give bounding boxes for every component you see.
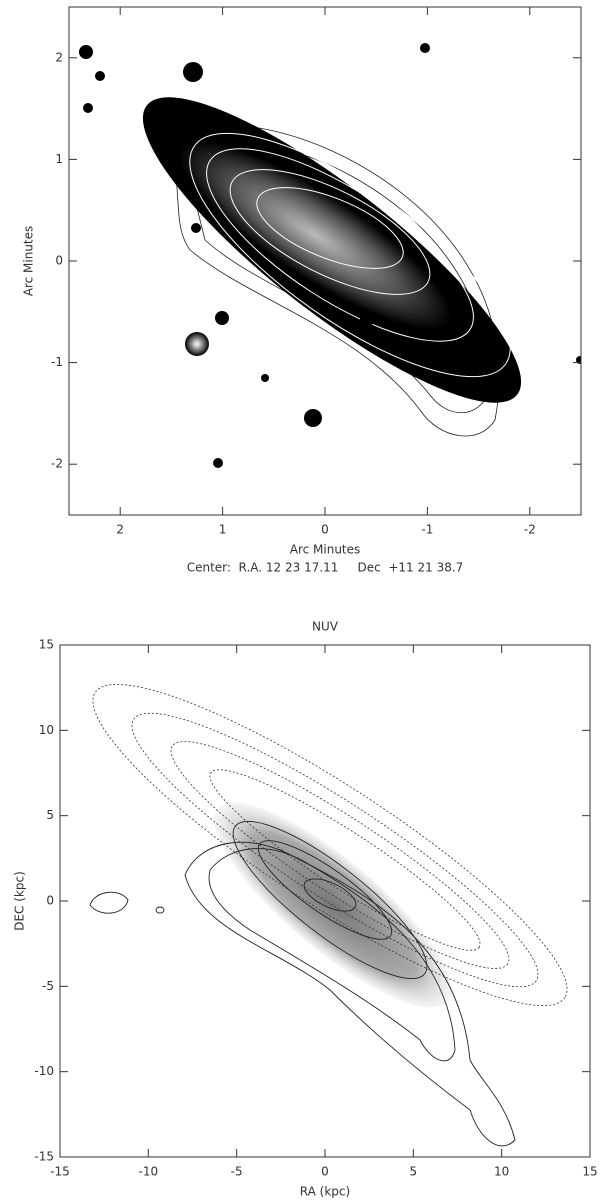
x-tick-label: -5 [231,1165,243,1179]
y-axis-label: Arc Minutes [22,226,36,297]
x-tick-label: 2 [116,523,124,537]
y-tick-label: -1 [51,355,63,369]
y-axis-label: DEC (kpc) [13,871,27,931]
x-tick-label: 0 [321,1165,329,1179]
panel-image [79,43,581,468]
x-tick-label: 15 [582,1165,597,1179]
y-tick-label: 10 [39,723,54,737]
x-tick-label: -2 [524,523,536,537]
x-tick-label: 5 [410,1165,418,1179]
x-tick-label: 10 [494,1165,509,1179]
y-tick-label: 5 [46,808,54,822]
y-tick-label: 1 [55,152,63,166]
x-tick-label: -1 [421,523,433,537]
x-tick-label: 1 [219,523,227,537]
x-tick-label: -10 [139,1165,159,1179]
x-axis-label: Arc Minutes [290,543,361,557]
x-tick-label: -15 [50,1165,70,1179]
y-tick-label: -10 [34,1064,54,1078]
y-tick-label: -2 [51,457,63,471]
y-tick-label: 0 [46,894,54,908]
panel-image [89,684,568,1147]
chart-title: NUV [312,620,339,634]
center-note: Center: R.A. 12 23 17.11 Dec +11 21 38.7 [187,561,464,575]
y-tick-label: 15 [39,638,54,652]
y-tick-label: 2 [55,50,63,64]
y-tick-label: 0 [55,254,63,268]
y-tick-label: -5 [42,979,54,993]
x-tick-label: 0 [321,523,329,537]
x-axis-label: RA (kpc) [300,1185,350,1199]
y-tick-label: -15 [34,1150,54,1164]
